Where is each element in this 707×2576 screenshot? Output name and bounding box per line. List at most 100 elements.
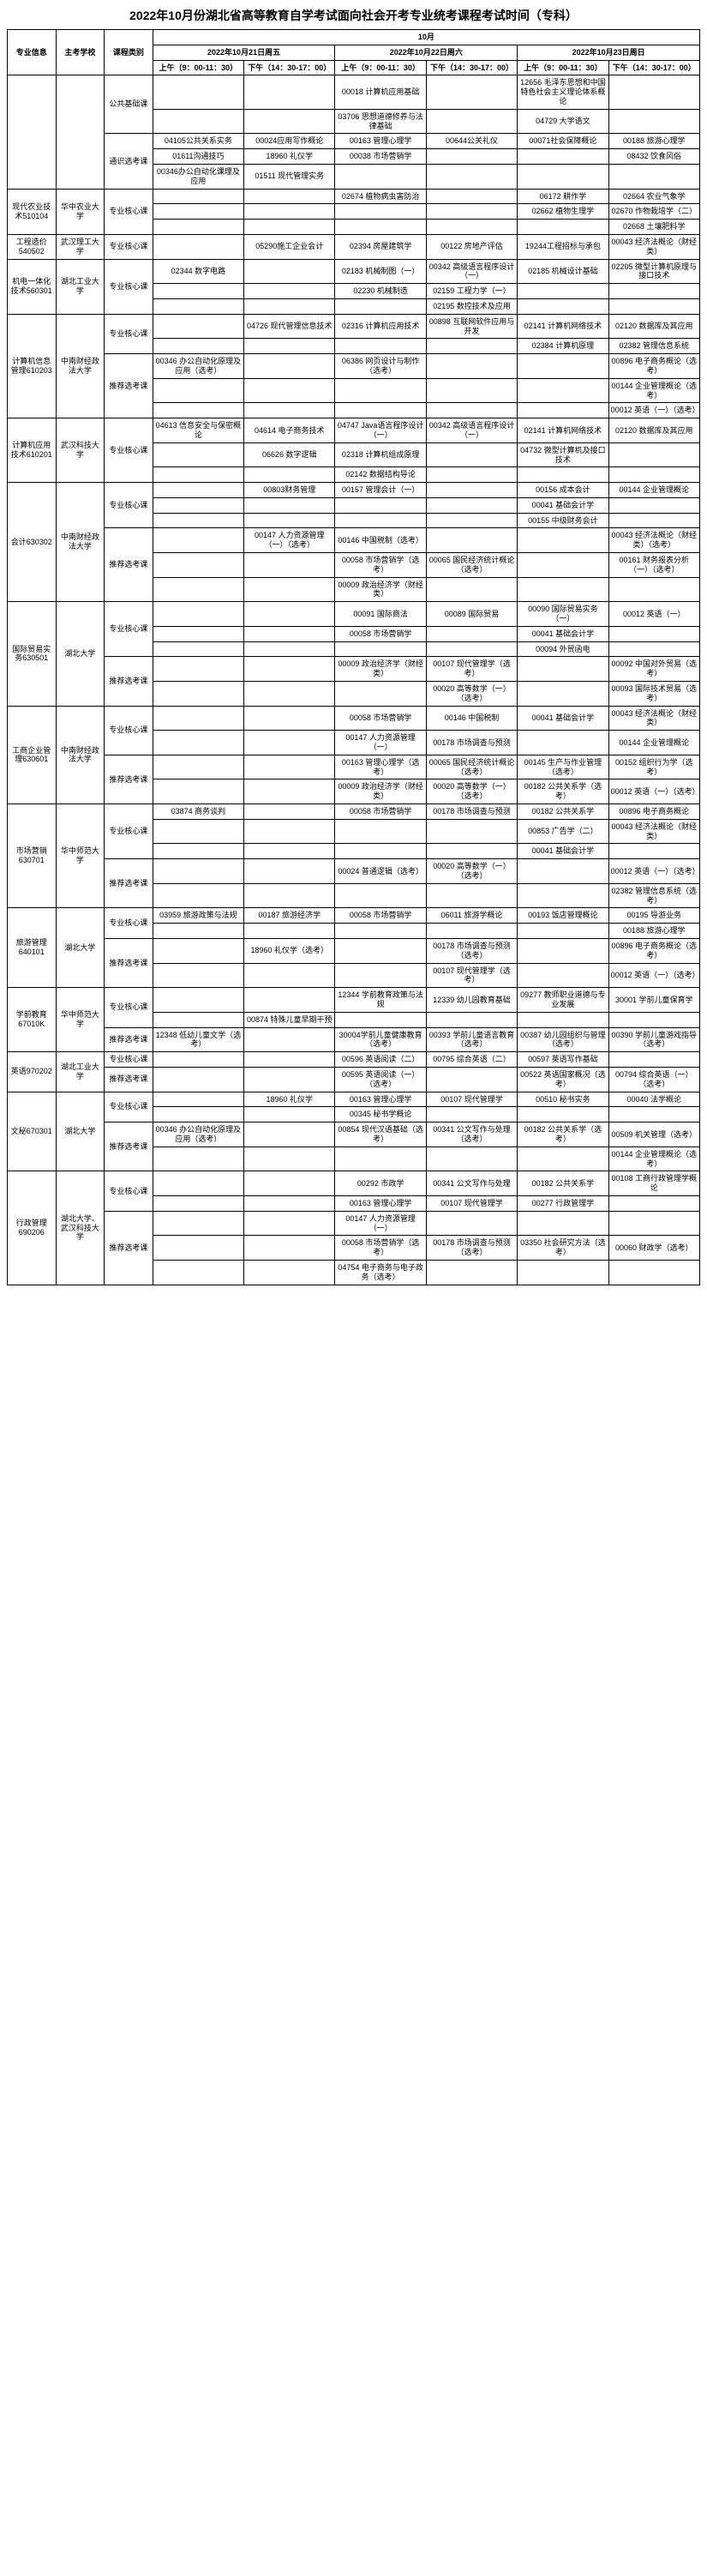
course-type: 公共基础课 xyxy=(105,75,153,134)
school-name: 湖北大学 xyxy=(56,1092,105,1171)
cell: 08432 饮食风俗 xyxy=(608,149,699,165)
cell xyxy=(518,220,608,235)
cell xyxy=(518,1147,608,1171)
cell xyxy=(153,1195,243,1211)
cell: 00107 现代管理学（选考） xyxy=(426,963,517,988)
cell: 30001 学前儿童保育学 xyxy=(608,988,699,1013)
course-type: 专业核心课 xyxy=(105,908,153,939)
cell: 02205 微型计算机原理与接口技术 xyxy=(608,259,699,284)
course-type: 专业核心课 xyxy=(105,988,153,1027)
cell: 02185 机械设计基础 xyxy=(518,259,608,284)
major-name: 市场营销630701 xyxy=(8,804,57,908)
cell xyxy=(244,602,335,627)
cell xyxy=(426,354,517,379)
cell: 00644公关礼仪 xyxy=(426,134,517,149)
cell: 00794 综合英语（一）（选考） xyxy=(608,1067,699,1092)
cell: 00163 管理心理学 xyxy=(335,1092,426,1107)
cell: 02142 数据结构导论 xyxy=(335,467,426,483)
cell: 00896 电子商务概论 xyxy=(608,804,699,820)
school-name: 湖北工业大学 xyxy=(56,259,105,314)
school-name: 中南财经政法大学 xyxy=(56,314,105,418)
cell xyxy=(335,497,426,513)
cell xyxy=(335,819,426,844)
cell xyxy=(153,755,243,779)
cell: 12348 低幼儿童文学（选考） xyxy=(153,1027,243,1052)
cell xyxy=(153,298,243,314)
cell xyxy=(608,577,699,602)
cell: 00122 房地产评估 xyxy=(426,234,517,259)
cell xyxy=(426,1211,517,1236)
cell: 00795 综合英语（二） xyxy=(426,1052,517,1068)
cell: 00147 人力资源管理（一）（选考） xyxy=(244,528,335,553)
cell: 00387 幼儿园组织与管理（选考） xyxy=(518,1027,608,1052)
cell: 00187 旅游经济学 xyxy=(244,908,335,924)
cell xyxy=(608,497,699,513)
cell: 00009 政治经济学（财经类） xyxy=(335,577,426,602)
cell xyxy=(518,403,608,418)
cell xyxy=(244,755,335,779)
cell: 00043 经济法概论（财经类） xyxy=(608,819,699,844)
cell xyxy=(518,859,608,884)
major-name: 计算机信息管理610203 xyxy=(8,314,57,418)
cell: 02159 工程力学（一） xyxy=(426,284,517,299)
cell xyxy=(153,779,243,804)
cell: 06011 旅游学概论 xyxy=(426,908,517,924)
cell xyxy=(153,988,243,1013)
cell xyxy=(426,378,517,403)
cell: 00012 英语（一） xyxy=(608,602,699,627)
cell: 02662 植物生理学 xyxy=(518,204,608,220)
cell xyxy=(153,189,243,204)
cell: 00093 国际技术贸易（选考） xyxy=(608,682,699,707)
cell: 00342 高级语言程序设计（一） xyxy=(426,259,517,284)
cell xyxy=(153,657,243,682)
course-type: 推荐选考课 xyxy=(105,1027,153,1052)
cell: 00292 市政学 xyxy=(335,1171,426,1196)
cell xyxy=(608,1052,699,1068)
course-type: 专业核心课 xyxy=(105,483,153,528)
cell: 19244工程招标与承包 xyxy=(518,234,608,259)
cell: 02664 农业气象学 xyxy=(608,189,699,204)
cell: 02230 机械制造 xyxy=(335,284,426,299)
cell xyxy=(518,164,608,189)
cell: 00009 政治经济学（财经类） xyxy=(335,657,426,682)
cell xyxy=(244,963,335,988)
cell xyxy=(335,403,426,418)
cell xyxy=(244,1211,335,1236)
cell xyxy=(153,706,243,731)
cell xyxy=(153,109,243,134)
cell xyxy=(244,819,335,844)
cell: 01511 现代管理实务 xyxy=(244,164,335,189)
cell xyxy=(426,513,517,528)
cell: 02382 管理信息系统 xyxy=(608,339,699,354)
school-name: 武汉科技大学 xyxy=(56,418,105,483)
cell xyxy=(518,883,608,908)
cell: 00161 财务报表分析（一）（选考） xyxy=(608,553,699,578)
cell: 02394 房屋建筑学 xyxy=(335,234,426,259)
cell xyxy=(518,354,608,379)
cell: 04732 微型计算机及接口技术 xyxy=(518,442,608,467)
cell: 00041 基础会计学 xyxy=(518,844,608,859)
cell: 00182 公共关系学（选考） xyxy=(518,779,608,804)
cell xyxy=(153,731,243,755)
cell xyxy=(426,626,517,641)
cell xyxy=(426,204,517,220)
header-pm1: 下午（14：30-17：00） xyxy=(244,60,335,75)
course-type: 专业核心课 xyxy=(105,706,153,755)
cell xyxy=(153,577,243,602)
cell: 00020 高等数学（一）（选考） xyxy=(426,682,517,707)
header-am3: 上午（9：00-11：30） xyxy=(518,60,608,75)
cell xyxy=(153,1147,243,1171)
cell: 00146 中国税制（选考） xyxy=(335,528,426,553)
course-type: 专业核心课 xyxy=(105,418,153,483)
cell: 00163 管理心理学 xyxy=(335,1195,426,1211)
cell xyxy=(518,682,608,707)
cell: 00597 英语写作基础 xyxy=(518,1052,608,1068)
cell: 00041 基础会计学 xyxy=(518,706,608,731)
course-type: 推荐选考课 xyxy=(105,1211,153,1285)
cell xyxy=(244,259,335,284)
cell xyxy=(426,339,517,354)
cell xyxy=(244,657,335,682)
cell: 00107 现代管理学 xyxy=(426,1195,517,1211)
cell: 00510 秘书实务 xyxy=(518,1092,608,1107)
cell xyxy=(518,149,608,165)
